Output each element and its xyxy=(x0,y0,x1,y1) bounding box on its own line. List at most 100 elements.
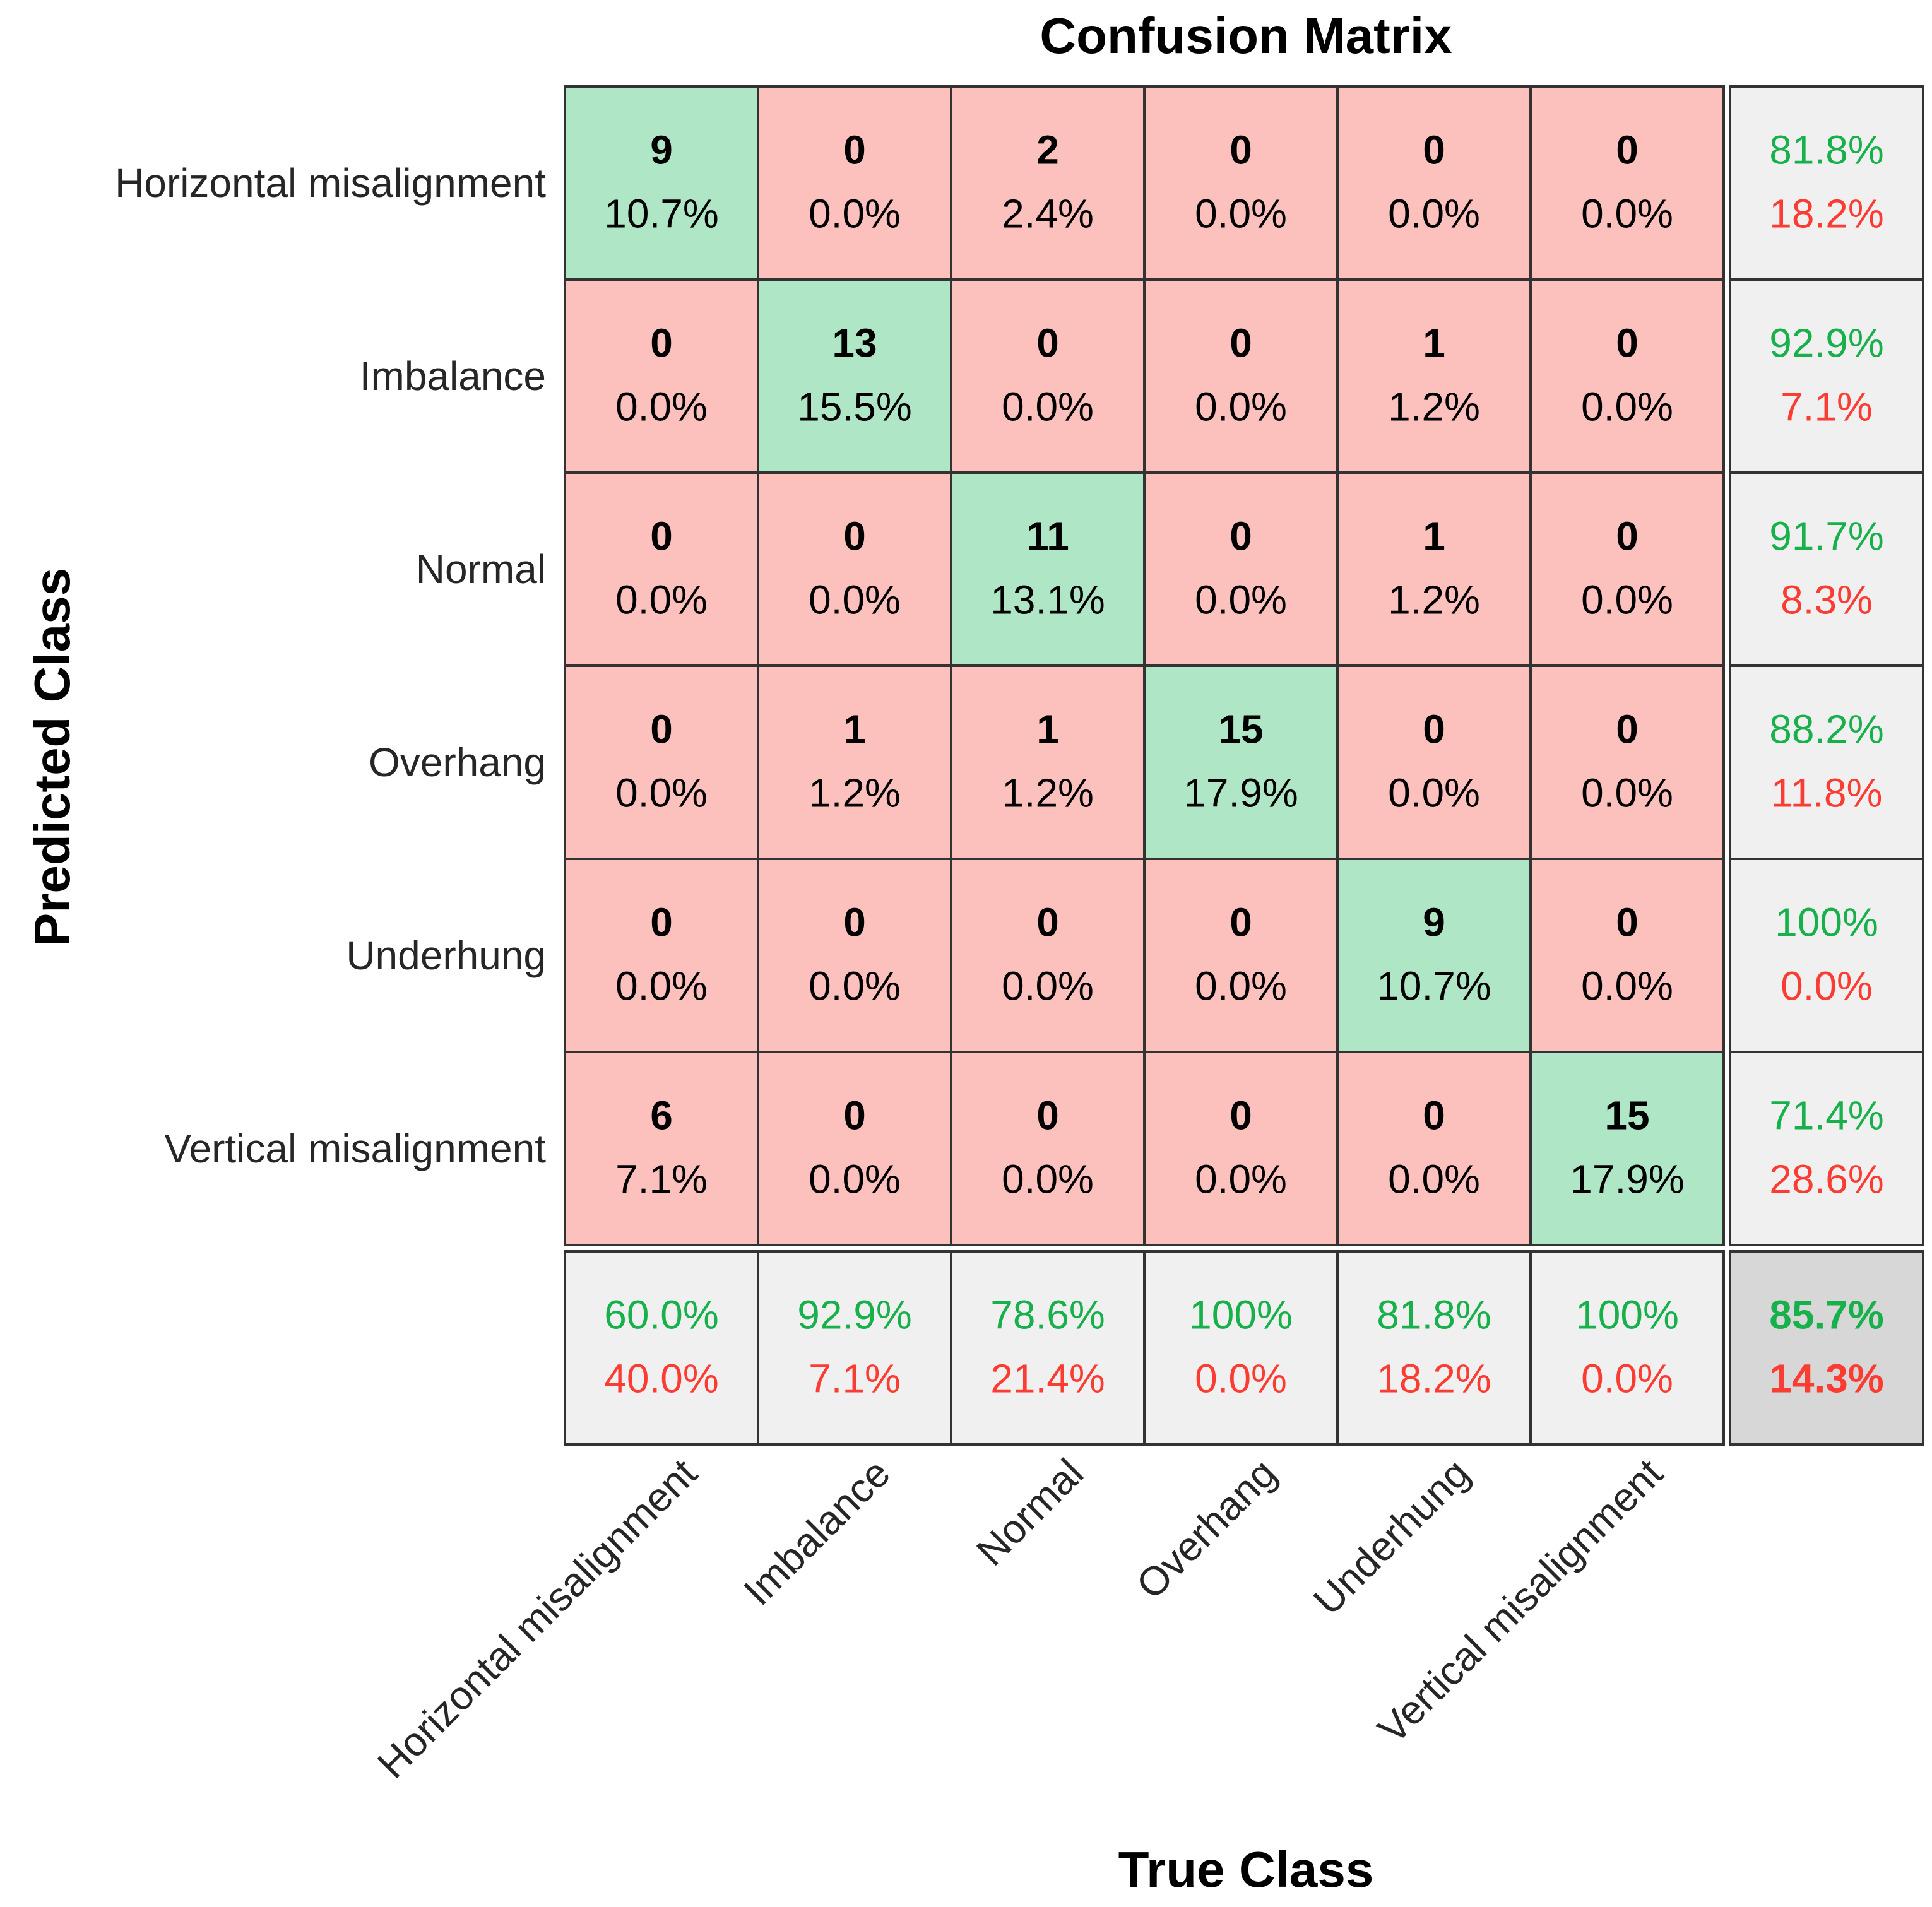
column-summary-cell xyxy=(757,1250,952,1446)
off-diagonal-cell xyxy=(564,858,759,1053)
matrix-cells: 9 10.7% 0 0.0% 2 2.4% 0 0.0% 0 0.0% 0 0.0% 0 0.0% 13 15… xyxy=(564,85,1924,1446)
y-axis-label: Predicted Class xyxy=(24,568,80,947)
cell-percent: 0.0% xyxy=(1195,1156,1287,1201)
off-diagonal-cell xyxy=(950,85,1146,281)
cell-percent: 0.0% xyxy=(1388,191,1480,236)
cell-count: 0 xyxy=(1036,899,1059,945)
cell-count: 0 xyxy=(1616,127,1639,172)
column-summary-cell xyxy=(1336,1250,1532,1446)
cell-percent: 0.0% xyxy=(1002,1156,1094,1201)
cell-percent: 1.2% xyxy=(809,770,901,815)
cell-count: 9 xyxy=(1423,899,1445,945)
row-summary-correct: 88.2% xyxy=(1769,706,1883,752)
cell-percent: 0.0% xyxy=(1581,770,1673,815)
row-summary-incorrect: 18.2% xyxy=(1769,191,1883,236)
column-summary-cell xyxy=(1143,1250,1339,1446)
row-summary-correct: 92.9% xyxy=(1769,320,1883,365)
column-summary-cell xyxy=(564,1250,759,1446)
off-diagonal-cell xyxy=(564,278,759,474)
cell-count: 0 xyxy=(1230,127,1252,172)
off-diagonal-cell xyxy=(1336,471,1532,667)
off-diagonal-cell xyxy=(757,858,952,1053)
cell-percent: 17.9% xyxy=(1570,1156,1684,1201)
column-summary-correct: 92.9% xyxy=(797,1292,911,1337)
cell-count: 0 xyxy=(1616,706,1639,752)
off-diagonal-cell xyxy=(1529,278,1725,474)
column-summary-incorrect: 7.1% xyxy=(809,1355,901,1401)
off-diagonal-cell xyxy=(564,1051,759,1246)
cell-percent: 7.1% xyxy=(615,1156,708,1201)
off-diagonal-cell xyxy=(1529,858,1725,1053)
chart-title: Confusion Matrix xyxy=(1040,8,1452,64)
cell-percent: 0.0% xyxy=(809,963,901,1008)
true-class-label: Overhang xyxy=(1127,1450,1285,1608)
cell-percent: 0.0% xyxy=(1581,577,1673,622)
diagonal-cell xyxy=(757,278,952,474)
cell-percent: 0.0% xyxy=(615,770,708,815)
predicted-class-label: Vertical misalignment xyxy=(164,1126,546,1171)
diagonal-cell xyxy=(1529,1051,1725,1246)
off-diagonal-cell xyxy=(1336,278,1532,474)
off-diagonal-cell xyxy=(1143,471,1339,667)
column-summary-cell xyxy=(1529,1250,1725,1446)
cell-count: 9 xyxy=(650,127,673,172)
cell-count: 0 xyxy=(1423,1092,1445,1138)
cell-count: 0 xyxy=(1423,706,1445,752)
column-summary-incorrect: 40.0% xyxy=(604,1355,718,1401)
cell-count: 0 xyxy=(1616,513,1639,558)
off-diagonal-cell xyxy=(1336,664,1532,860)
cell-count: 0 xyxy=(650,706,673,752)
row-summary-incorrect: 0.0% xyxy=(1781,963,1873,1008)
cell-count: 0 xyxy=(1423,127,1445,172)
off-diagonal-cell xyxy=(1529,85,1725,281)
off-diagonal-cell xyxy=(1143,858,1339,1053)
cell-percent: 0.0% xyxy=(1388,770,1480,815)
off-diagonal-cell xyxy=(1143,1051,1339,1246)
cell-percent: 0.0% xyxy=(809,191,901,236)
cell-count: 0 xyxy=(650,899,673,945)
predicted-class-label: Imbalance xyxy=(360,353,546,399)
row-summary-correct: 71.4% xyxy=(1769,1092,1883,1138)
cell-percent: 0.0% xyxy=(1581,384,1673,429)
cell-percent: 0.0% xyxy=(1195,577,1287,622)
cell-count: 13 xyxy=(832,320,877,365)
cell-percent: 15.5% xyxy=(797,384,911,429)
cell-percent: 1.2% xyxy=(1388,384,1480,429)
cell-count: 0 xyxy=(1230,1092,1252,1138)
column-summary-incorrect: 0.0% xyxy=(1195,1355,1287,1401)
cell-percent: 0.0% xyxy=(809,1156,901,1201)
off-diagonal-cell xyxy=(1143,85,1339,281)
cell-percent: 1.2% xyxy=(1388,577,1480,622)
row-summary-incorrect: 11.8% xyxy=(1771,770,1883,815)
off-diagonal-cell xyxy=(757,1051,952,1246)
cell-percent: 17.9% xyxy=(1183,770,1298,815)
off-diagonal-cell xyxy=(564,664,759,860)
overall-incorrect: 14.3% xyxy=(1769,1355,1883,1401)
off-diagonal-cell xyxy=(1143,278,1339,474)
cell-count: 1 xyxy=(843,706,866,752)
row-summary-cell xyxy=(1729,278,1924,474)
true-class-label: Imbalance xyxy=(735,1450,899,1614)
diagonal-cell xyxy=(1143,664,1339,860)
column-summary-correct: 78.6% xyxy=(990,1292,1105,1337)
true-class-label: Horizontal misalignment xyxy=(369,1450,706,1787)
cell-count: 0 xyxy=(650,513,673,558)
row-summary-incorrect: 7.1% xyxy=(1781,384,1873,429)
off-diagonal-cell xyxy=(1529,471,1725,667)
cell-percent: 0.0% xyxy=(1195,384,1287,429)
column-summary-correct: 60.0% xyxy=(604,1292,718,1337)
cell-count: 0 xyxy=(843,1092,866,1138)
cell-count: 6 xyxy=(650,1092,673,1138)
column-summary-incorrect: 18.2% xyxy=(1377,1355,1491,1401)
cell-percent: 0.0% xyxy=(1581,963,1673,1008)
cell-count: 0 xyxy=(843,899,866,945)
diagonal-cell xyxy=(950,471,1146,667)
cell-count: 0 xyxy=(650,320,673,365)
column-summary-incorrect: 21.4% xyxy=(990,1355,1105,1401)
overall-correct: 85.7% xyxy=(1769,1292,1883,1337)
column-summary-incorrect: 0.0% xyxy=(1581,1355,1673,1401)
row-summary-cell xyxy=(1729,1051,1924,1246)
cell-count: 0 xyxy=(1230,899,1252,945)
cell-percent: 0.0% xyxy=(1195,963,1287,1008)
cell-percent: 0.0% xyxy=(1388,1156,1480,1201)
